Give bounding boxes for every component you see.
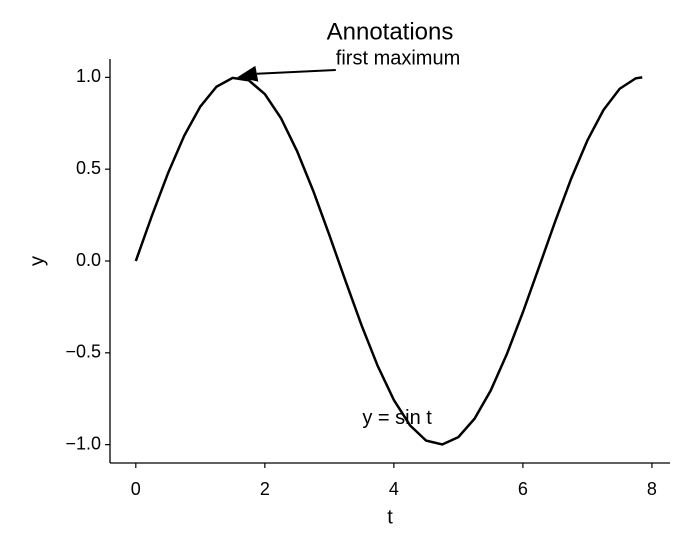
annotation-arrow bbox=[256, 69, 336, 75]
x-tick-label: 4 bbox=[389, 479, 399, 499]
y-tick-label: −0.5 bbox=[65, 342, 101, 362]
chart-title: Annotations bbox=[327, 18, 454, 45]
y-axis-label: y bbox=[26, 256, 48, 266]
x-tick-label: 8 bbox=[647, 479, 657, 499]
annotation-arrowhead bbox=[237, 65, 259, 82]
x-axis-label: t bbox=[387, 506, 393, 528]
y-tick-label: 0.5 bbox=[76, 158, 101, 178]
annotation-text: first maximum bbox=[336, 47, 460, 69]
y-tick-label: 0.0 bbox=[76, 250, 101, 270]
y-tick-label: −1.0 bbox=[65, 433, 101, 453]
x-tick-label: 0 bbox=[131, 479, 141, 499]
line bbox=[134, 76, 643, 446]
y-tick-label: 1.0 bbox=[76, 66, 101, 86]
x-tick-label: 6 bbox=[518, 479, 528, 499]
x-tick-label: 2 bbox=[260, 479, 270, 499]
annotation-text: y = sin t bbox=[362, 407, 432, 429]
